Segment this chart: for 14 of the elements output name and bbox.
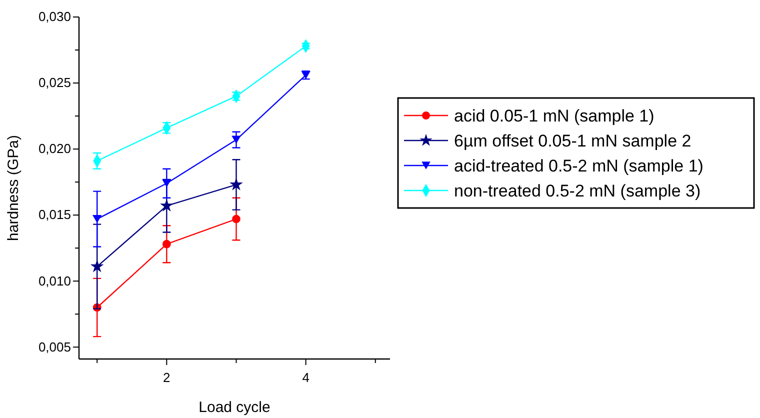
x-tick-label: 4 bbox=[302, 370, 310, 386]
legend-label: 6µm offset 0.05-1 mN sample 2 bbox=[454, 132, 692, 150]
y-tick-label: 0,015 bbox=[38, 207, 71, 222]
y-tick-label: 0,005 bbox=[38, 339, 71, 354]
legend-label: acid-treated 0.5-2 mN (sample 1) bbox=[454, 156, 704, 176]
y-tick-label: 0,025 bbox=[38, 75, 71, 90]
y-axis-title: hardness (GPa) bbox=[5, 135, 22, 241]
y-tick-label: 0,010 bbox=[38, 273, 71, 288]
y-tick-label: 0,030 bbox=[38, 9, 71, 24]
legend-label: non-treated 0.5-2 mN (sample 3) bbox=[454, 182, 701, 200]
x-tick-label: 2 bbox=[163, 370, 170, 386]
y-tick-label: 0,020 bbox=[38, 141, 71, 156]
legend-label: acid 0.05-1 mN (sample 1) bbox=[454, 106, 654, 126]
x-axis-title: Load cycle bbox=[198, 399, 270, 416]
